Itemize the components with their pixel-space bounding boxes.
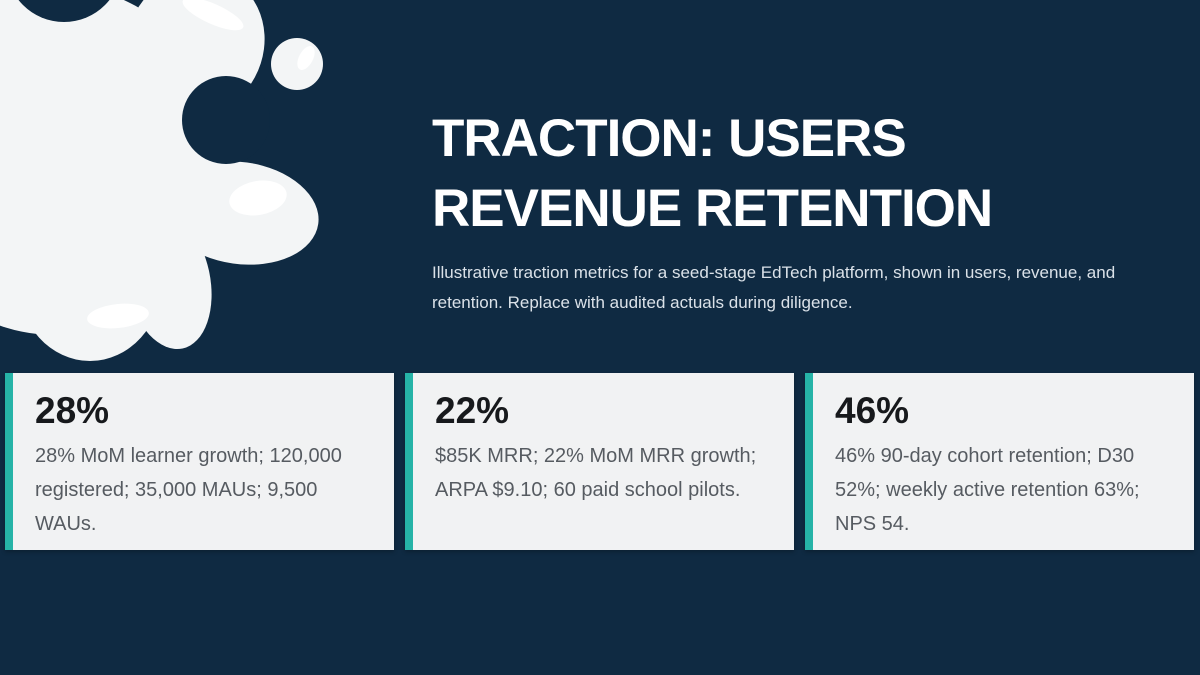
- stat-cards-row: 28% 28% MoM learner growth; 120,000 regi…: [5, 373, 1194, 550]
- stat-value: 46%: [835, 390, 910, 431]
- stat-card-users: 28% 28% MoM learner growth; 120,000 regi…: [5, 373, 394, 550]
- stat-card-retention: 46% 46% 90-day cohort retention; D30 52%…: [805, 373, 1194, 550]
- stat-description: $85K MRR; 22% MoM MRR growth; ARPA $9.10…: [435, 445, 757, 501]
- stat-value: 28%: [35, 390, 110, 431]
- page-title: TRACTION: USERS REVENUE RETENTION: [432, 109, 993, 238]
- stat-description: 46% 90-day cohort retention; D30 52%; we…: [835, 445, 1140, 535]
- slide-content: TRACTION: USERS REVENUE RETENTION Illust…: [432, 104, 1172, 318]
- stat-card-revenue: 22% $85K MRR; 22% MoM MRR growth; ARPA $…: [405, 373, 794, 550]
- slide-subtitle: Illustrative traction metrics for a seed…: [432, 263, 1116, 312]
- stat-value: 22%: [435, 390, 510, 431]
- stat-description: 28% MoM learner growth; 120,000 register…: [35, 445, 342, 535]
- paint-splat-icon: [0, 0, 323, 361]
